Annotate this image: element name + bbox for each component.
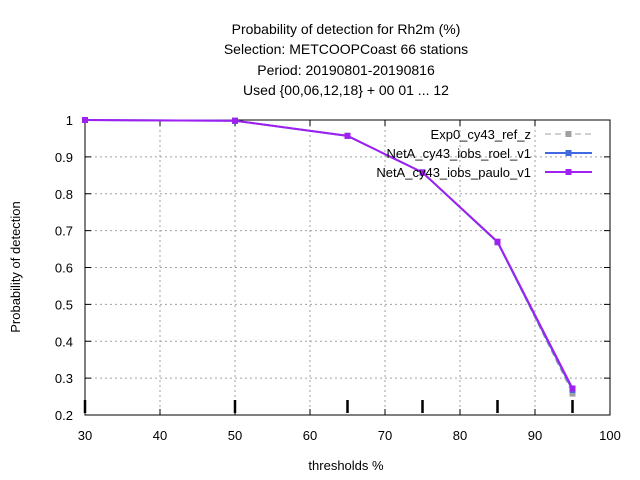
y-tick-label: 0.5 xyxy=(55,297,73,312)
x-tick-label: 60 xyxy=(303,428,317,443)
series-lines xyxy=(82,117,576,397)
x-tick-label: 50 xyxy=(228,428,242,443)
x-tick-label: 100 xyxy=(599,428,621,443)
title-line-4: Used {00,06,12,18} + 00 01 ... 12 xyxy=(243,82,449,98)
x-tick-label: 30 xyxy=(78,428,92,443)
x-tick-label: 80 xyxy=(453,428,467,443)
grid xyxy=(85,120,610,415)
legend-label: Exp0_cy43_ref_z xyxy=(431,127,531,142)
y-tick-label: 0.3 xyxy=(55,371,73,386)
series-point xyxy=(82,117,88,123)
x-axis-label: thresholds % xyxy=(308,458,384,473)
series-point xyxy=(569,385,576,392)
series-point xyxy=(494,238,501,245)
series-point xyxy=(419,169,426,176)
x-tick-label: 70 xyxy=(378,428,392,443)
y-tick-label: 0.7 xyxy=(55,224,73,239)
y-tick-label: 0.8 xyxy=(55,187,73,202)
y-axis-ticks: 0.2 0.3 0.4 0.5 0.6 0.7 0.8 0.9 1 xyxy=(55,113,610,423)
legend-swatch-marker xyxy=(565,131,572,137)
threshold-markers xyxy=(83,400,574,413)
legend-swatch-marker xyxy=(565,169,572,175)
series-line-1 xyxy=(84,119,573,394)
y-tick-label: 0.9 xyxy=(55,150,73,165)
y-tick-label: 0.2 xyxy=(55,408,73,423)
title-line-1: Probability of detection for Rh2m (%) xyxy=(232,21,461,37)
series-point xyxy=(569,390,576,397)
y-axis-label: Probability of detection xyxy=(8,201,23,333)
title-line-2: Selection: METCOOPCoast 66 stations xyxy=(224,41,468,57)
x-tick-label: 40 xyxy=(153,428,167,443)
series-point xyxy=(344,132,351,139)
x-axis-ticks: 30 40 50 60 70 80 90 100 xyxy=(78,120,621,443)
legend-label: NetA_cy43_iobs_roel_v1 xyxy=(386,146,531,161)
legend-swatch-marker xyxy=(565,150,572,156)
x-tick-label: 90 xyxy=(528,428,542,443)
y-tick-label: 0.4 xyxy=(55,334,73,349)
series-line-3 xyxy=(84,119,574,389)
y-tick-label: 0.6 xyxy=(55,261,73,276)
title-line-3: Period: 20190801-20190816 xyxy=(257,62,435,78)
legend-label: NetA_cy43_iobs_paulo_v1 xyxy=(376,165,531,180)
chart-title: Probability of detection for Rh2m (%) Se… xyxy=(224,21,468,98)
series-point xyxy=(232,117,238,124)
y-tick-label: 1 xyxy=(66,113,73,128)
legend: Exp0_cy43_ref_z NetA_cy43_iobs_roel_v1 Net… xyxy=(376,127,592,180)
